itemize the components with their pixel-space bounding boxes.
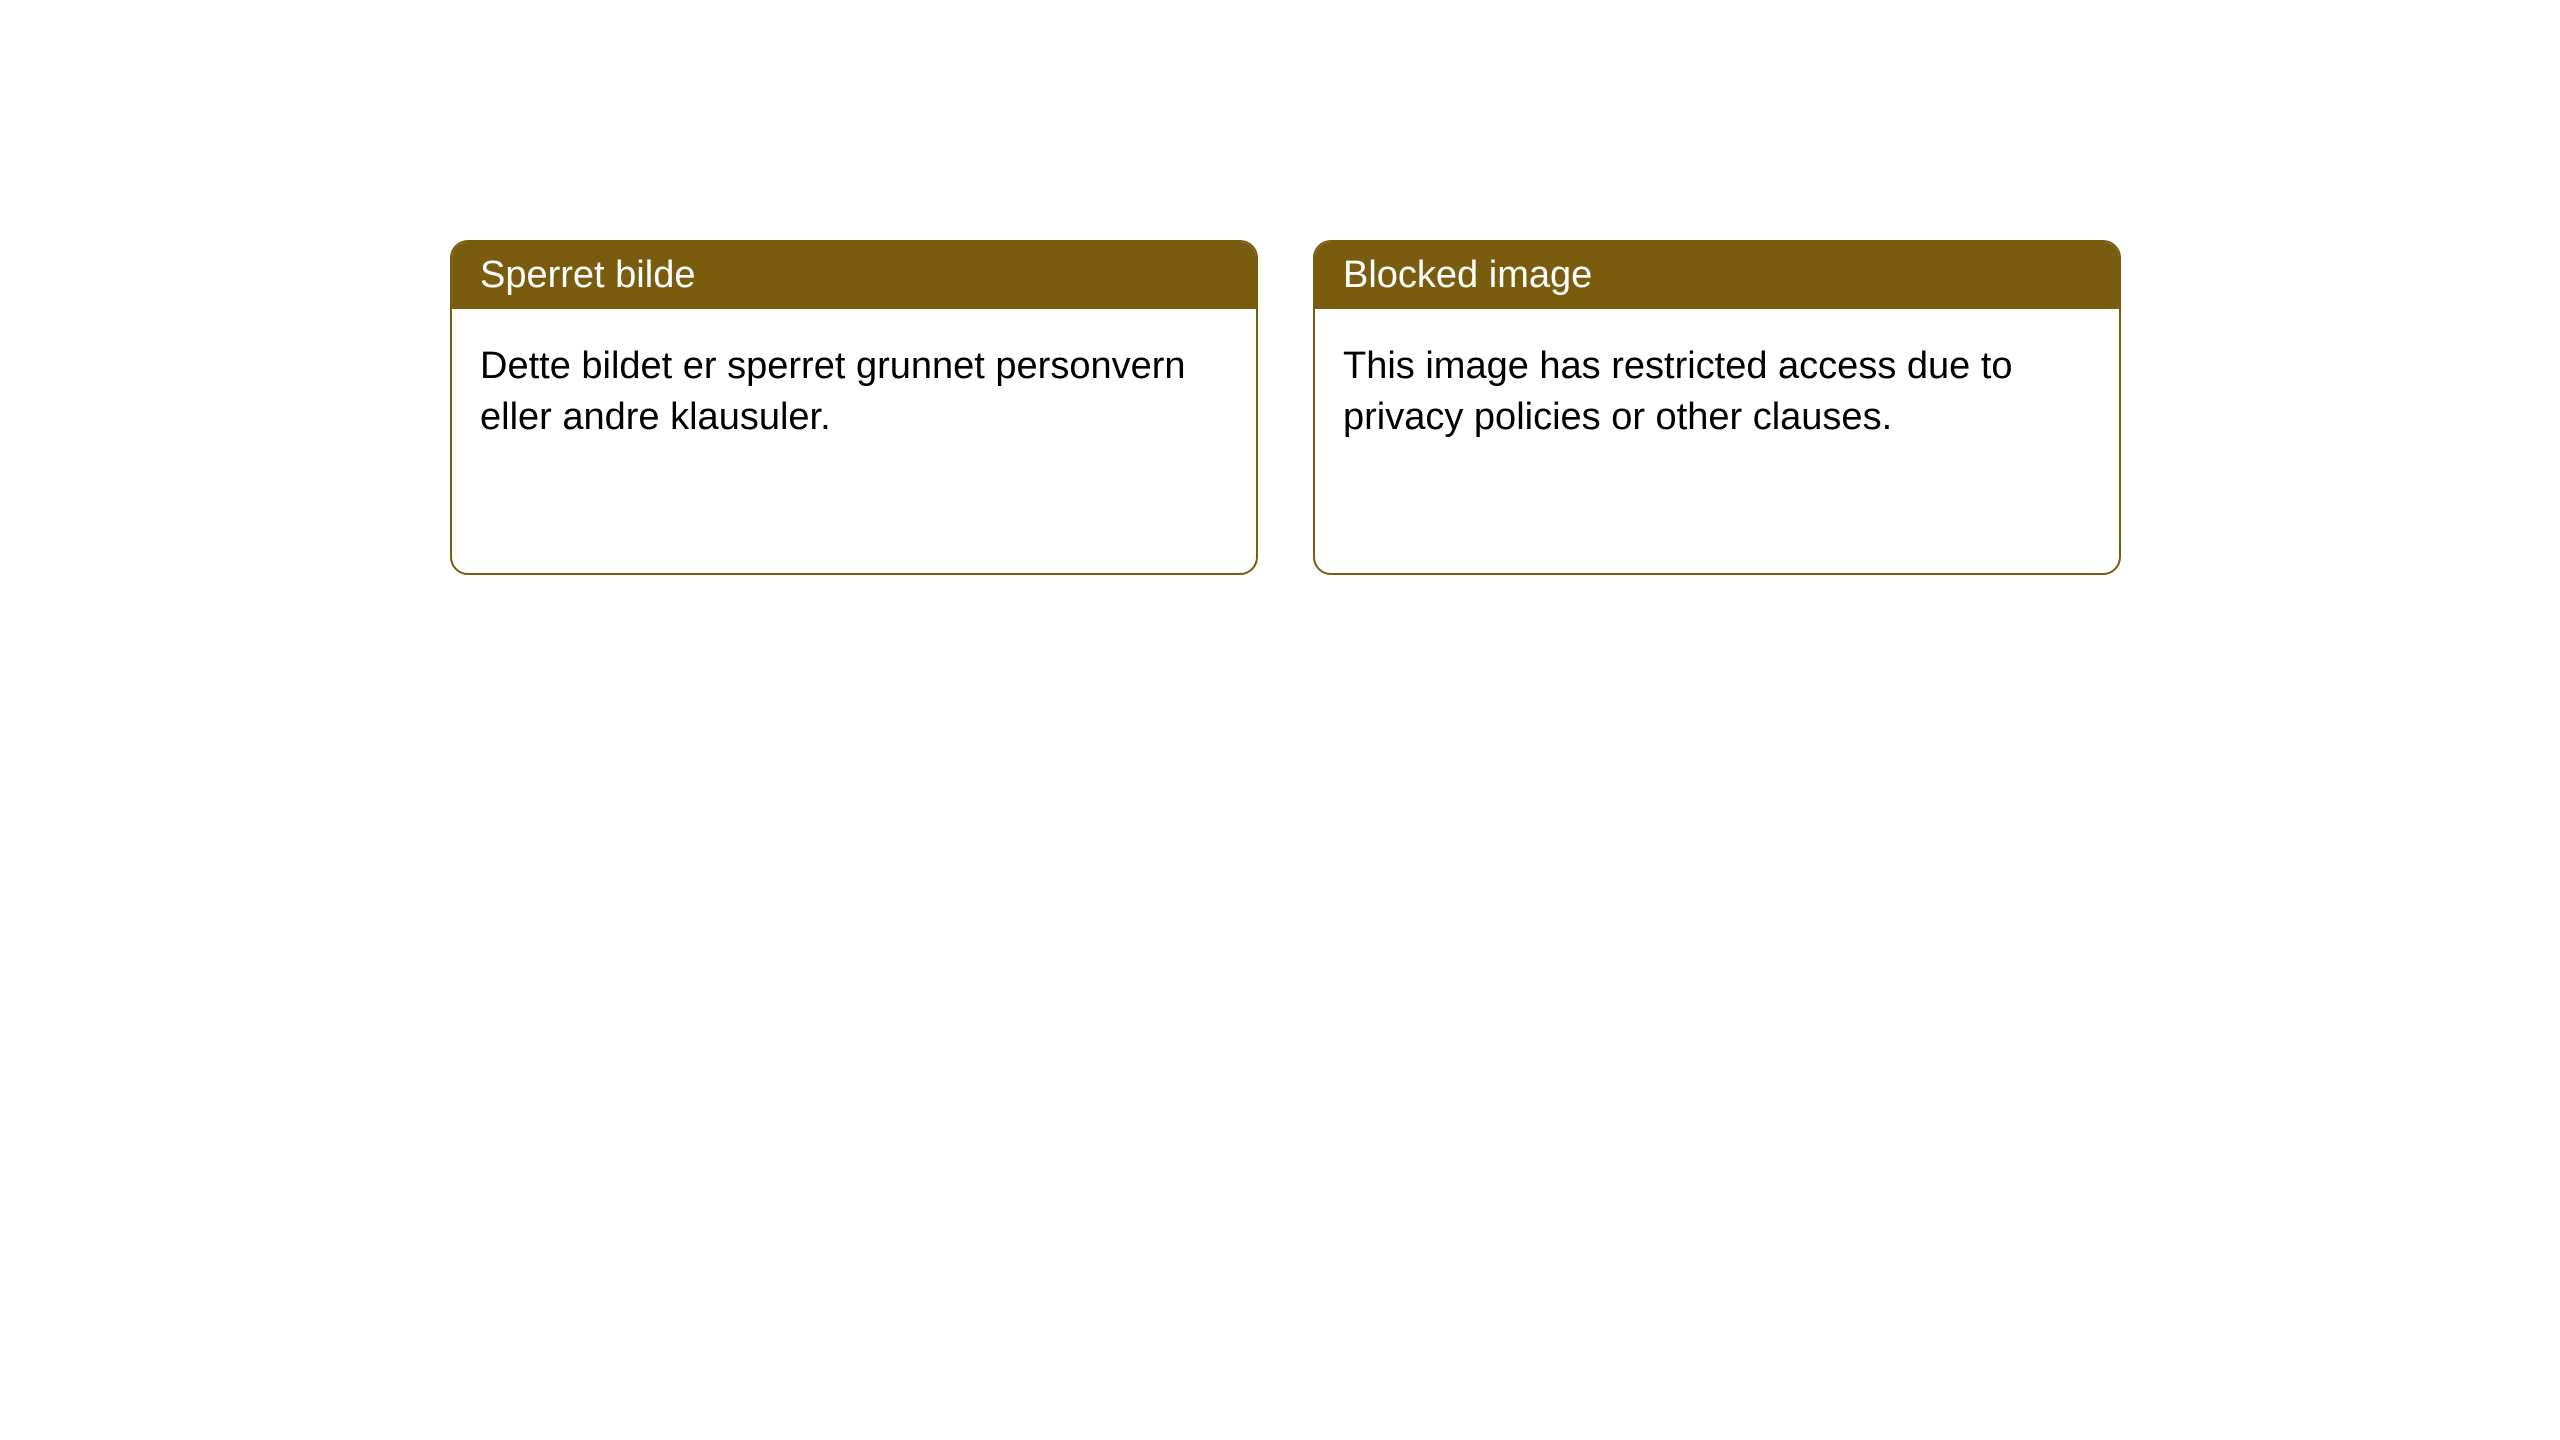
notice-title-norwegian: Sperret bilde bbox=[452, 242, 1256, 309]
notice-container: Sperret bilde Dette bildet er sperret gr… bbox=[0, 0, 2560, 575]
notice-title-english: Blocked image bbox=[1315, 242, 2119, 309]
notice-card-english: Blocked image This image has restricted … bbox=[1313, 240, 2121, 575]
notice-body-norwegian: Dette bildet er sperret grunnet personve… bbox=[452, 309, 1256, 476]
notice-card-norwegian: Sperret bilde Dette bildet er sperret gr… bbox=[450, 240, 1258, 575]
notice-body-english: This image has restricted access due to … bbox=[1315, 309, 2119, 476]
